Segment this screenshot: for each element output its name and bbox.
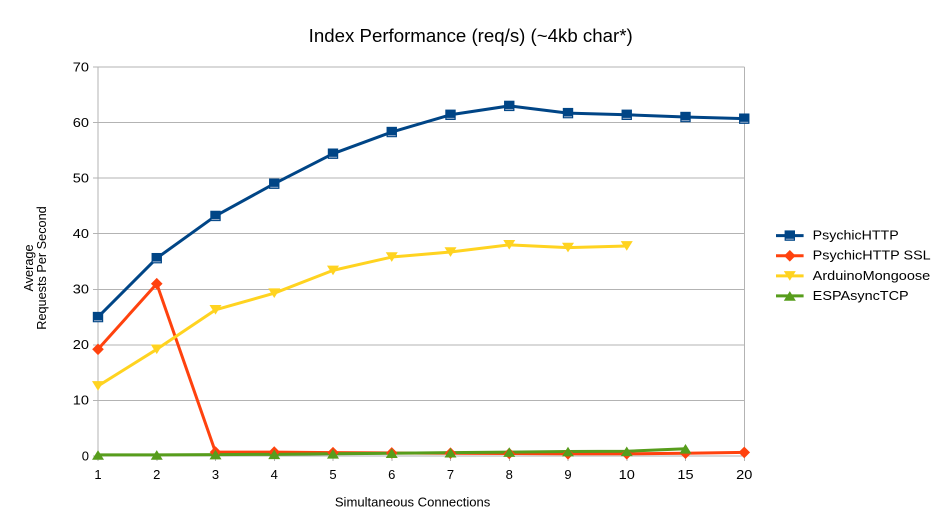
svg-text:50: 50 [73, 170, 89, 185]
svg-text:20: 20 [736, 467, 752, 482]
svg-text:2: 2 [153, 467, 160, 482]
svg-text:6: 6 [388, 467, 395, 482]
svg-text:ESPAsyncTCP: ESPAsyncTCP [813, 288, 909, 303]
svg-text:40: 40 [73, 226, 89, 241]
svg-text:PsychicHTTP: PsychicHTTP [813, 228, 899, 243]
svg-text:10: 10 [73, 393, 89, 408]
svg-text:20: 20 [73, 337, 89, 352]
svg-text:1: 1 [94, 467, 101, 482]
svg-text:15: 15 [677, 467, 693, 482]
svg-text:10: 10 [619, 467, 635, 482]
svg-text:9: 9 [564, 467, 571, 482]
svg-text:Index Performance (req/s) (~4k: Index Performance (req/s) (~4kb char*) [309, 26, 633, 46]
svg-text:0: 0 [82, 448, 89, 463]
svg-text:5: 5 [329, 467, 336, 482]
svg-text:PsychicHTTP SSL: PsychicHTTP SSL [813, 248, 931, 263]
svg-text:Simultaneous Connections: Simultaneous Connections [335, 494, 491, 509]
svg-text:7: 7 [447, 467, 454, 482]
svg-text:60: 60 [73, 115, 89, 130]
svg-text:8: 8 [506, 467, 513, 482]
svg-text:Requests Per Second: Requests Per Second [35, 206, 49, 329]
svg-text:ArduinoMongoose: ArduinoMongoose [813, 268, 931, 283]
svg-text:70: 70 [73, 59, 89, 74]
svg-text:Average: Average [22, 244, 36, 291]
svg-text:30: 30 [73, 282, 89, 297]
svg-text:4: 4 [271, 467, 278, 482]
svg-text:3: 3 [212, 467, 219, 482]
